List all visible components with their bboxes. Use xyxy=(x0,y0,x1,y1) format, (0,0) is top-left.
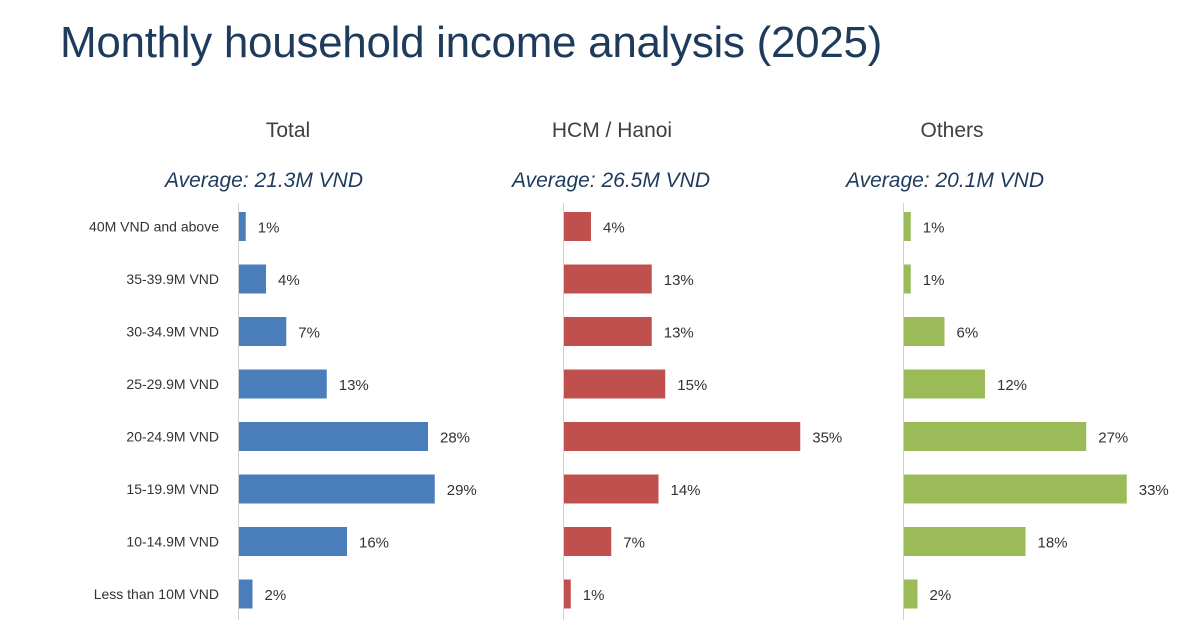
bar xyxy=(564,422,801,451)
bar xyxy=(904,212,911,241)
bar xyxy=(239,474,435,504)
bar xyxy=(239,527,347,556)
data-label: 13% xyxy=(664,325,694,342)
category-label: 40M VND and above xyxy=(89,219,219,235)
bar xyxy=(904,422,1087,451)
data-label: 4% xyxy=(278,272,300,289)
bar xyxy=(904,579,918,609)
bar xyxy=(239,317,287,346)
data-label: 7% xyxy=(298,325,320,342)
data-label: 2% xyxy=(930,587,952,604)
data-label: 7% xyxy=(623,535,645,552)
data-label: 28% xyxy=(440,430,470,447)
bar xyxy=(239,264,266,294)
data-label: 13% xyxy=(664,272,694,289)
data-label: 27% xyxy=(1098,430,1128,447)
data-label: 18% xyxy=(1038,535,1068,552)
bar xyxy=(564,527,612,556)
category-label: 10-14.9M VND xyxy=(126,534,219,550)
page-title: Monthly household income analysis (2025) xyxy=(60,18,883,67)
data-label: 15% xyxy=(677,377,707,394)
panel-average: Average: 21.3M VND xyxy=(163,169,363,192)
category-label: Less than 10M VND xyxy=(94,586,219,602)
bar xyxy=(239,422,428,451)
data-label: 16% xyxy=(359,535,389,552)
data-label: 2% xyxy=(265,587,287,604)
data-label: 35% xyxy=(812,430,842,447)
panel-average: Average: 20.1M VND xyxy=(844,169,1044,192)
panel-title: Total xyxy=(266,119,310,142)
data-label: 6% xyxy=(957,325,979,342)
data-label: 1% xyxy=(923,272,945,289)
bar xyxy=(564,264,652,294)
data-label: 13% xyxy=(339,377,369,394)
bar xyxy=(239,369,327,399)
bar xyxy=(239,579,253,609)
data-label: 1% xyxy=(258,220,280,237)
category-label: 25-29.9M VND xyxy=(126,376,219,392)
data-label: 33% xyxy=(1139,482,1169,499)
bar xyxy=(904,317,945,346)
bar xyxy=(564,579,571,609)
category-label: 15-19.9M VND xyxy=(126,481,219,497)
panel-title: Others xyxy=(920,119,983,142)
data-label: 29% xyxy=(447,482,477,499)
category-label: 35-39.9M VND xyxy=(126,271,219,287)
category-label: 30-34.9M VND xyxy=(126,324,219,340)
data-label: 12% xyxy=(997,377,1027,394)
data-label: 4% xyxy=(603,220,625,237)
bar xyxy=(564,212,591,241)
data-label: 14% xyxy=(671,482,701,499)
bar xyxy=(564,474,659,504)
bar xyxy=(564,369,666,399)
panel-title: HCM / Hanoi xyxy=(552,119,672,142)
bar xyxy=(904,264,911,294)
bar xyxy=(904,369,985,399)
data-label: 1% xyxy=(583,587,605,604)
panel-average: Average: 26.5M VND xyxy=(510,169,710,192)
bar xyxy=(239,212,246,241)
bar xyxy=(564,317,652,346)
data-label: 1% xyxy=(923,220,945,237)
bar xyxy=(904,527,1026,556)
category-label: 20-24.9M VND xyxy=(126,429,219,445)
bar xyxy=(904,474,1127,504)
